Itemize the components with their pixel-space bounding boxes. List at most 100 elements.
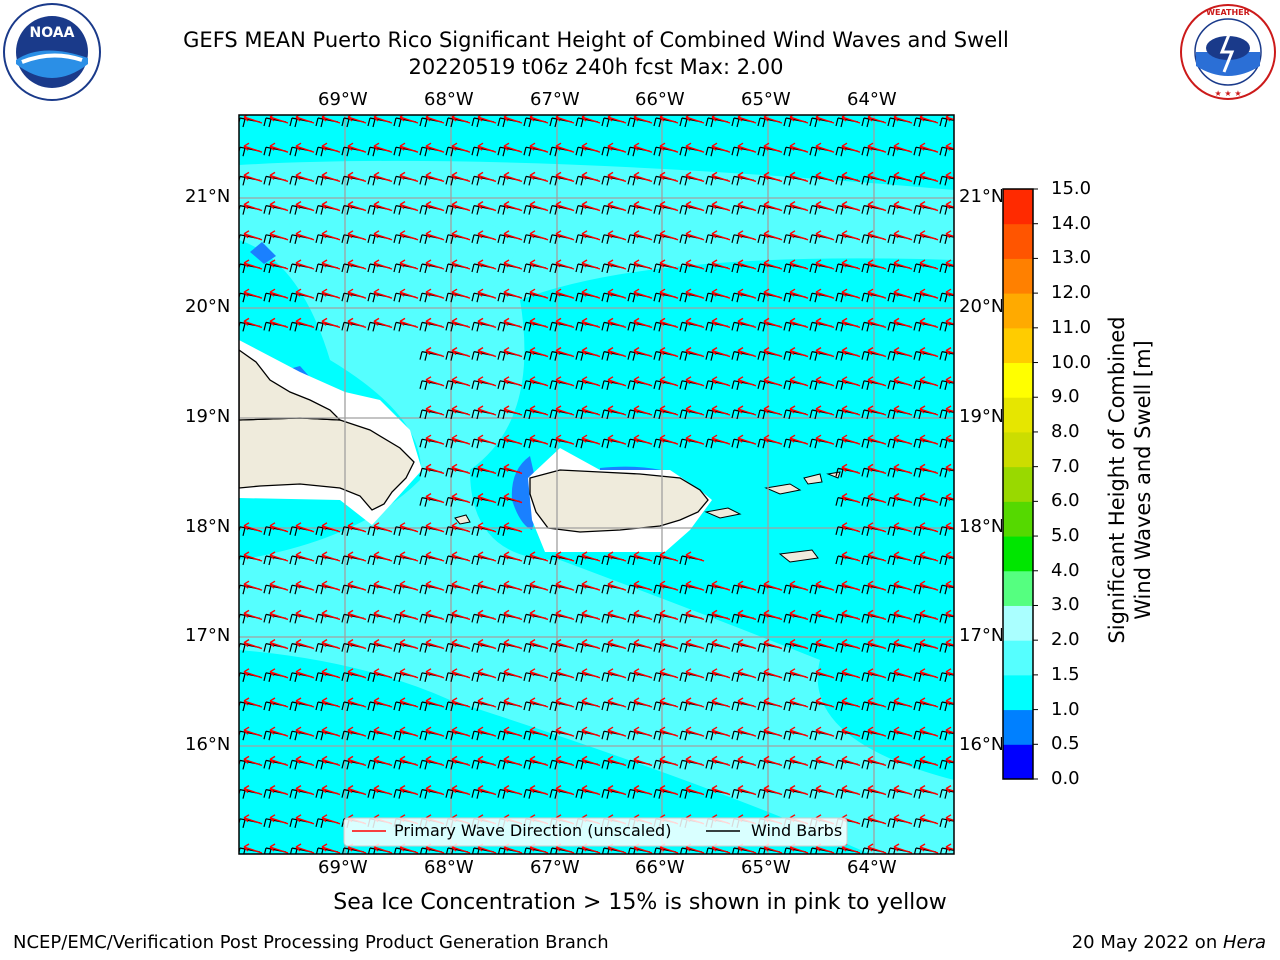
wave-direction-arrow: [659, 434, 679, 445]
wave-direction-arrow: [763, 259, 783, 270]
wave-direction-arrow: [815, 171, 835, 183]
wave-direction-arrow: [607, 668, 627, 679]
wave-direction-arrow: [633, 376, 653, 387]
wave-direction-arrow: [477, 551, 497, 562]
wave-direction-arrow: [295, 638, 315, 650]
wave-direction-arrow: [269, 230, 289, 241]
wave-direction-arrow: [919, 492, 939, 504]
wave-direction-arrow: [555, 200, 575, 212]
wave-direction-arrow: [477, 230, 497, 241]
wave-direction-arrow: [555, 230, 575, 241]
wave-direction-arrow: [893, 434, 913, 445]
wave-direction-arrow: [425, 551, 445, 562]
wave-direction-arrow: [581, 668, 601, 679]
wave-direction-arrow: [477, 376, 497, 387]
wave-direction-arrow: [295, 697, 315, 708]
wind-barb: [939, 818, 954, 828]
wave-direction-arrow: [295, 668, 315, 679]
map-legend: [343, 817, 848, 847]
wave-direction-arrow: [893, 755, 913, 767]
wave-direction-arrow: [919, 551, 939, 562]
wave-direction-arrow: [555, 609, 575, 621]
colorbar-tick-label: 1.0: [1051, 698, 1080, 720]
wave-direction-arrow: [295, 784, 315, 796]
wave-direction-arrow: [789, 288, 809, 299]
wave-direction-arrow: [373, 522, 393, 533]
wave-direction-arrow: [581, 697, 601, 708]
wave-direction-arrow: [945, 171, 954, 180]
wave-direction-arrow: [867, 843, 887, 854]
wave-direction-arrow: [841, 230, 861, 241]
wave-direction-arrow: [451, 346, 471, 358]
wave-direction-arrow: [321, 726, 341, 737]
wave-direction-arrow: [633, 638, 653, 650]
wave-direction-arrow: [321, 259, 341, 270]
wave-direction-arrow: [425, 697, 445, 708]
wind-barb: [939, 292, 954, 303]
wave-direction-arrow: [581, 171, 601, 183]
wave-direction-arrow: [763, 668, 783, 679]
footer-credit: NCEP/EMC/Verification Post Processing Pr…: [13, 932, 609, 953]
wave-direction-arrow: [347, 609, 367, 621]
wave-direction-arrow: [477, 288, 497, 299]
wave-direction-arrow: [737, 317, 757, 329]
wave-direction-arrow: [945, 726, 954, 735]
wave-direction-arrow: [789, 317, 809, 329]
wave-direction-arrow: [269, 609, 289, 621]
colorbar-tick-label: 15.0: [1051, 178, 1092, 199]
wave-direction-arrow: [451, 492, 471, 504]
wave-direction-arrow: [867, 668, 887, 679]
wave-direction-arrow: [841, 142, 861, 153]
wave-direction-arrow: [763, 638, 783, 650]
wave-direction-arrow: [321, 814, 341, 825]
wave-direction-arrow: [503, 230, 523, 241]
wave-direction-arrow: [477, 492, 497, 504]
wave-direction-arrow: [295, 843, 315, 854]
wave-direction-arrow: [763, 230, 783, 241]
lat-label-right: 18°N: [959, 516, 1002, 537]
wave-direction-arrow: [763, 317, 783, 329]
wave-direction-arrow: [373, 697, 393, 708]
wave-direction-arrow: [919, 755, 939, 767]
wave-direction-arrow: [789, 142, 809, 153]
wave-direction-arrow: [295, 814, 315, 825]
wave-direction-arrow: [815, 609, 835, 621]
wave-direction-arrow: [867, 346, 887, 358]
wave-direction-arrow: [607, 697, 627, 708]
wave-direction-arrow: [633, 755, 653, 767]
wave-direction-arrow: [919, 580, 939, 591]
wave-direction-arrow: [503, 317, 523, 329]
chart-title: GEFS MEAN Puerto Rico Significant Height…: [183, 28, 1009, 52]
wave-direction-arrow: [321, 843, 341, 854]
wave-direction-arrow: [451, 697, 471, 708]
wave-direction-arrow: [477, 726, 497, 737]
wave-direction-arrow: [269, 843, 289, 854]
wave-direction-arrow: [867, 755, 887, 767]
wave-direction-arrow: [633, 609, 653, 621]
wave-direction-arrow: [893, 784, 913, 796]
wind-barb: [939, 146, 954, 157]
wave-direction-arrow: [503, 200, 523, 212]
wave-direction-arrow: [841, 317, 861, 329]
lon-label-top: 68°W: [424, 89, 474, 110]
wave-direction-arrow: [295, 288, 315, 299]
wave-direction-arrow: [685, 638, 705, 650]
wave-direction-arrow: [399, 200, 419, 212]
wave-direction-arrow: [633, 697, 653, 708]
wave-direction-arrow: [815, 668, 835, 679]
wave-direction-arrow: [581, 755, 601, 767]
wave-direction-arrow: [529, 755, 549, 767]
wave-direction-arrow: [529, 171, 549, 183]
wave-direction-arrow: [399, 317, 419, 329]
wave-direction-arrow: [581, 259, 601, 270]
wave-direction-arrow: [607, 726, 627, 737]
wave-direction-arrow: [399, 259, 419, 270]
wind-barb: [939, 584, 954, 595]
wave-direction-arrow: [295, 609, 315, 621]
colorbar-segment: [1003, 189, 1033, 225]
wave-direction-arrow: [685, 259, 705, 270]
wave-direction-arrow: [581, 230, 601, 241]
wave-direction-arrow: [425, 259, 445, 270]
lon-label-top: 69°W: [318, 89, 368, 110]
wave-direction-arrow: [425, 784, 445, 796]
